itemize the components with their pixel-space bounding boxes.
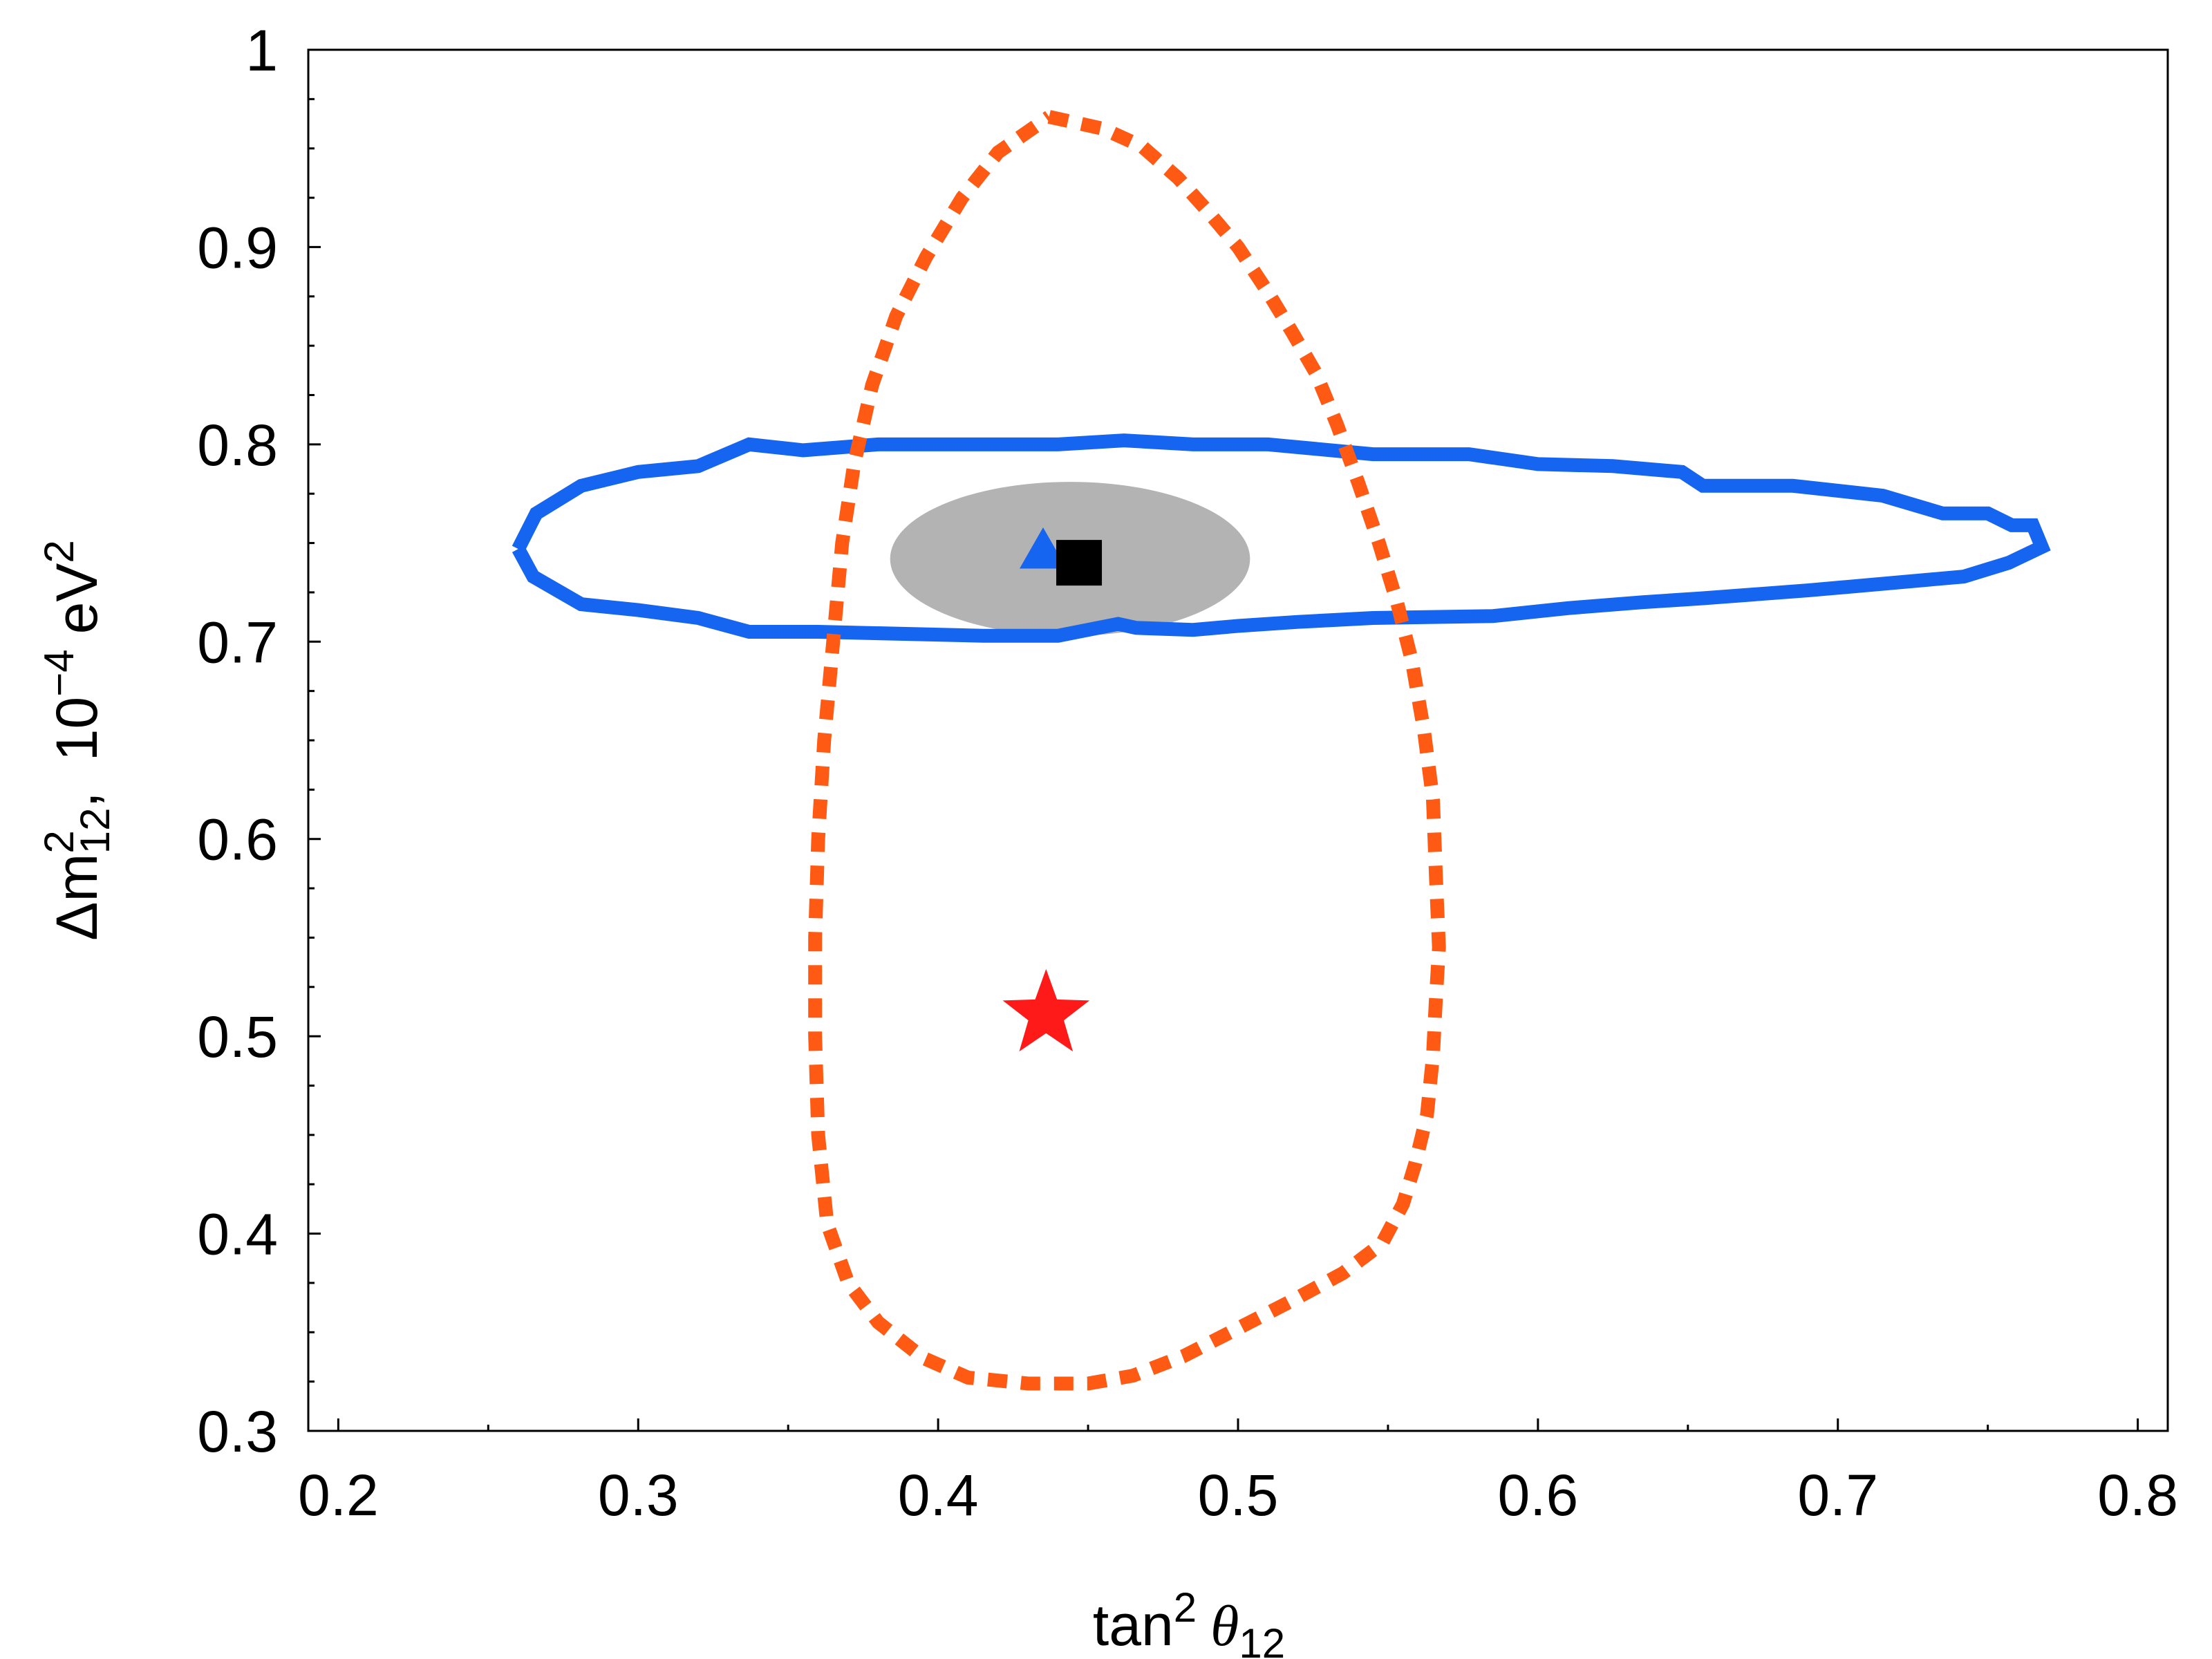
x-tick-label: 0.4 — [898, 1463, 979, 1528]
x-tick-label: 0.8 — [2097, 1463, 2178, 1528]
y-tick-label: 0.5 — [197, 1004, 278, 1069]
y-axis-title-sep: , — [44, 791, 109, 807]
x-axis-title-greek: θ — [1210, 1594, 1239, 1658]
y-tick-label: 0.6 — [197, 807, 278, 872]
y-axis-title-sub1: 12 — [72, 808, 118, 854]
x-axis-title: tan2 θ12 — [1093, 1584, 1285, 1659]
y-tick-label: 1 — [245, 18, 278, 83]
y-tick-label: 0.3 — [197, 1399, 278, 1464]
marker-layer — [1002, 527, 1103, 1052]
y-axis-title: Δm212,10−4eV2 — [36, 540, 118, 941]
y-tick-label: 0.7 — [197, 610, 278, 675]
series-blue-contour — [512, 433, 2051, 643]
y-axis-title-scale: 10 — [44, 697, 109, 761]
square-marker — [1056, 540, 1103, 586]
series-layer — [512, 110, 2051, 1391]
y-axis-ticks: 0.3 0.4 0.5 0.6 0.7 0.8 0.9 1 — [197, 18, 321, 1464]
x-tick-label: 0.2 — [298, 1463, 379, 1528]
y-axis-title-delta: Δm — [44, 854, 109, 941]
x-axis-title-sup: 2 — [1174, 1584, 1197, 1631]
y-tick-label: 0.8 — [197, 413, 278, 478]
x-tick-label: 0.5 — [1198, 1463, 1279, 1528]
y-tick-label: 0.4 — [197, 1202, 278, 1267]
x-axis-title-sub: 12 — [1239, 1620, 1285, 1659]
x-tick-label: 0.7 — [1797, 1463, 1878, 1528]
series-orange-dotted-contour — [808, 110, 1446, 1391]
y-axis-title-unit: eV — [44, 563, 109, 635]
x-axis-title-base: tan — [1093, 1593, 1174, 1658]
y-axis-title-sup1: 2 — [36, 830, 82, 853]
y-axis-title-sup2: −4 — [36, 649, 82, 696]
x-tick-label: 0.3 — [598, 1463, 679, 1528]
x-axis-ticks: 0.2 0.3 0.4 0.5 0.6 0.7 0.8 — [298, 1418, 2178, 1528]
triangle-marker — [1019, 527, 1067, 569]
y-tick-label: 0.9 — [197, 215, 278, 280]
x-tick-label: 0.6 — [1497, 1463, 1578, 1528]
y-axis-title-sup3: 2 — [36, 540, 82, 563]
star-marker — [1002, 968, 1090, 1052]
